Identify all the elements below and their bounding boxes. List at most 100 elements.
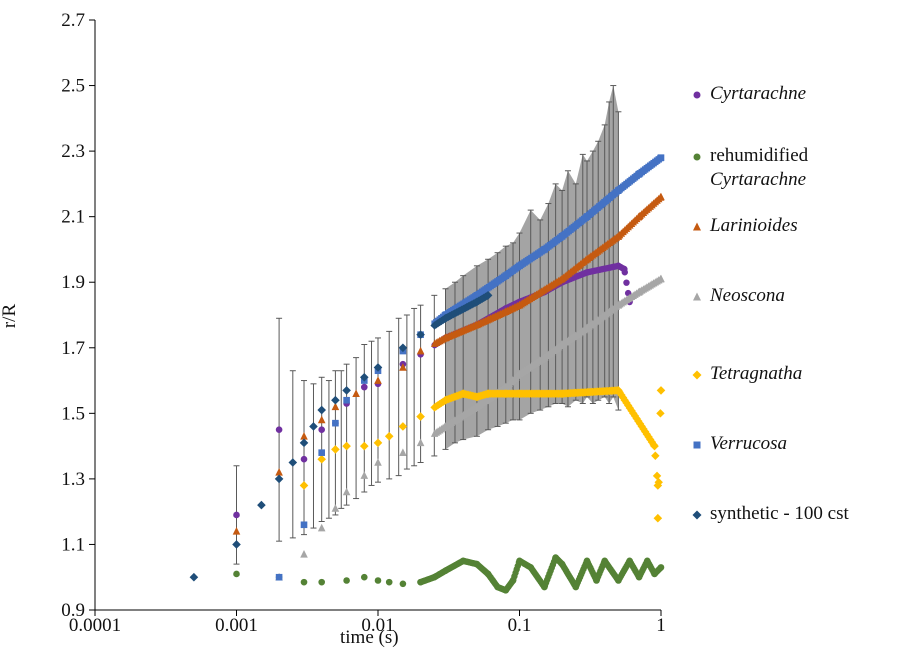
y-tick-label: 2.1 [61, 207, 85, 228]
legend-label-line2: Cyrtarachne [710, 169, 807, 190]
data-point [501, 382, 510, 391]
data-point [274, 474, 284, 484]
error-bar [338, 370, 345, 509]
error-band [519, 210, 531, 420]
data-point [373, 438, 383, 448]
data-point [342, 441, 351, 451]
data-point [583, 213, 591, 220]
data-point [614, 232, 623, 240]
data-point [275, 426, 283, 434]
data-point [317, 405, 326, 415]
data-point [417, 578, 424, 586]
data-point [643, 557, 651, 565]
series-tetragnatha [299, 386, 666, 523]
legend-marker [693, 292, 701, 301]
data-point [458, 389, 468, 398]
data-point [472, 392, 482, 402]
data-point [343, 396, 350, 404]
data-point [635, 170, 643, 178]
data-point [515, 369, 524, 378]
data-point [299, 481, 309, 490]
data-point [342, 487, 351, 496]
axes: 0.9 1.1 1.3 1.5 1.7 1.9 2.1 2.3 2.5 2.7 0.0001 0.00… [61, 10, 666, 636]
error-bar [368, 340, 375, 486]
error-bar [353, 357, 360, 500]
data-point [257, 500, 266, 510]
error-band [445, 282, 455, 450]
data-point [635, 287, 643, 296]
data-point [342, 386, 351, 395]
error-band [540, 203, 549, 411]
x-axis-label: time (s) [340, 627, 399, 648]
error-band [587, 151, 593, 404]
data-point [360, 471, 369, 479]
data-point [583, 269, 591, 276]
legend-label: rehumidified [710, 145, 809, 166]
data-point [640, 427, 650, 436]
data-point [317, 415, 326, 424]
data-point [331, 395, 340, 405]
data-point [232, 540, 241, 549]
x-tick-label: 0.001 [215, 615, 258, 636]
error-band [598, 124, 605, 401]
data-point [540, 353, 549, 361]
data-point [473, 560, 481, 568]
data-point [374, 458, 382, 466]
data-point [300, 578, 308, 586]
data-point [635, 573, 643, 581]
data-point [601, 557, 608, 565]
data-point [494, 583, 501, 591]
error-band [562, 170, 568, 407]
data-point [626, 557, 633, 565]
error-band [613, 85, 619, 411]
error-bar [403, 314, 410, 470]
error-bar [386, 330, 393, 480]
legend-label: Cyrtarachne [710, 83, 807, 104]
error-bar [361, 344, 368, 493]
data-point [416, 412, 425, 421]
data-point [441, 422, 450, 430]
error-bar [325, 380, 332, 519]
error-bar [411, 307, 418, 467]
data-point [558, 340, 566, 348]
data-point [558, 274, 566, 283]
data-point [398, 422, 408, 431]
y-tick-label: 2.5 [61, 76, 85, 97]
error-band [530, 210, 541, 414]
y-tick-label: 0.9 [61, 600, 85, 621]
legend-marker [692, 510, 702, 520]
data-point [657, 274, 665, 283]
data-point [374, 376, 382, 384]
data-point [300, 455, 308, 463]
data-point [515, 389, 524, 398]
data-point [656, 386, 666, 395]
y-tick-label: 1.1 [61, 534, 85, 555]
data-point [637, 422, 646, 431]
data-point [541, 583, 548, 591]
data-point [509, 577, 517, 584]
data-point [623, 279, 630, 286]
data-point [620, 265, 628, 273]
data-point [473, 402, 481, 411]
data-point [275, 573, 283, 581]
data-point [572, 583, 580, 591]
legend-marker [693, 91, 701, 99]
error-band [555, 183, 563, 404]
legend-label: Tetragnatha [710, 363, 803, 384]
data-point [516, 557, 523, 565]
data-point [473, 292, 481, 299]
data-point [483, 389, 493, 398]
y-tick-label: 2.3 [61, 141, 85, 162]
data-point [484, 570, 492, 578]
error-band [497, 246, 506, 427]
error-bar [343, 363, 350, 506]
data-point [352, 389, 360, 397]
data-point [399, 448, 407, 456]
data-point [441, 395, 450, 405]
data-point [502, 587, 510, 594]
x-tick-label: 0.1 [508, 615, 532, 636]
data-point [233, 511, 240, 519]
error-band [548, 183, 556, 407]
data-point [416, 330, 425, 339]
error-bars [233, 85, 622, 565]
